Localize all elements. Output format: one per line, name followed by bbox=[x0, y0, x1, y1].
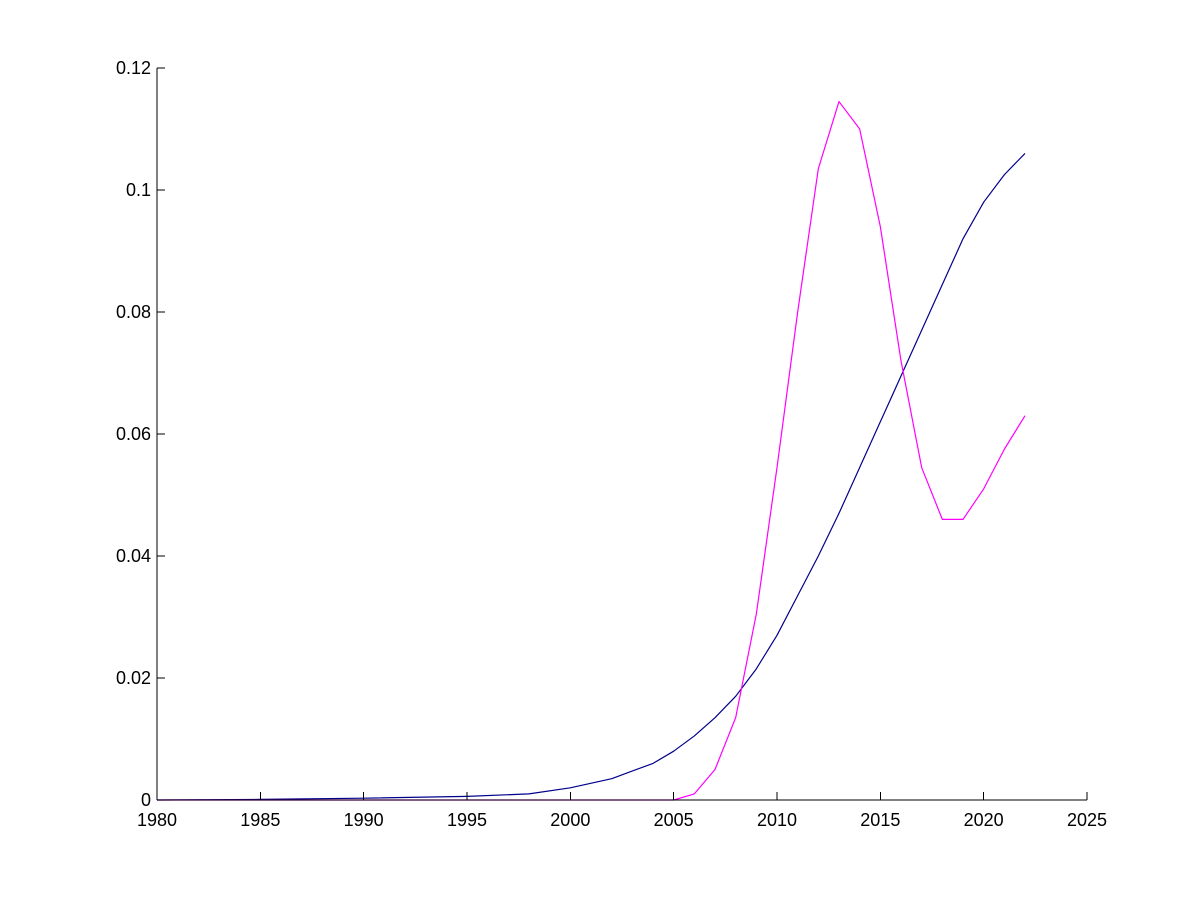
x-tick-label: 1995 bbox=[447, 810, 487, 830]
x-tick-label: 2005 bbox=[654, 810, 694, 830]
y-tick-label: 0.02 bbox=[116, 668, 151, 688]
x-tick-label: 2025 bbox=[1067, 810, 1107, 830]
x-tick-label: 1980 bbox=[137, 810, 177, 830]
series-layer bbox=[156, 100, 1026, 801]
x-ticks: 1980 1985 1990 1995 2000 2005 2010 2015 2020 2025 bbox=[137, 792, 1107, 830]
y-ticks: 0 0.02 0.04 0.06 0.08 0.1 0.12 bbox=[116, 58, 165, 810]
x-tick-label: 1990 bbox=[344, 810, 384, 830]
y-tick-label: 0.12 bbox=[116, 58, 151, 78]
y-tick-label: 0.1 bbox=[126, 180, 151, 200]
x-tick-label: 2020 bbox=[964, 810, 1004, 830]
y-tick-label: 0.08 bbox=[116, 302, 151, 322]
series-2-line bbox=[157, 100, 1026, 801]
series-1-line bbox=[156, 152, 1026, 801]
y-tick-label: 0.06 bbox=[116, 424, 151, 444]
y-tick-label: 0.04 bbox=[116, 546, 151, 566]
x-tick-label: 2015 bbox=[860, 810, 900, 830]
x-tick-label: 2010 bbox=[757, 810, 797, 830]
y-tick-label: 0 bbox=[141, 790, 151, 810]
x-tick-label: 2000 bbox=[550, 810, 590, 830]
x-tick-label: 1985 bbox=[240, 810, 280, 830]
